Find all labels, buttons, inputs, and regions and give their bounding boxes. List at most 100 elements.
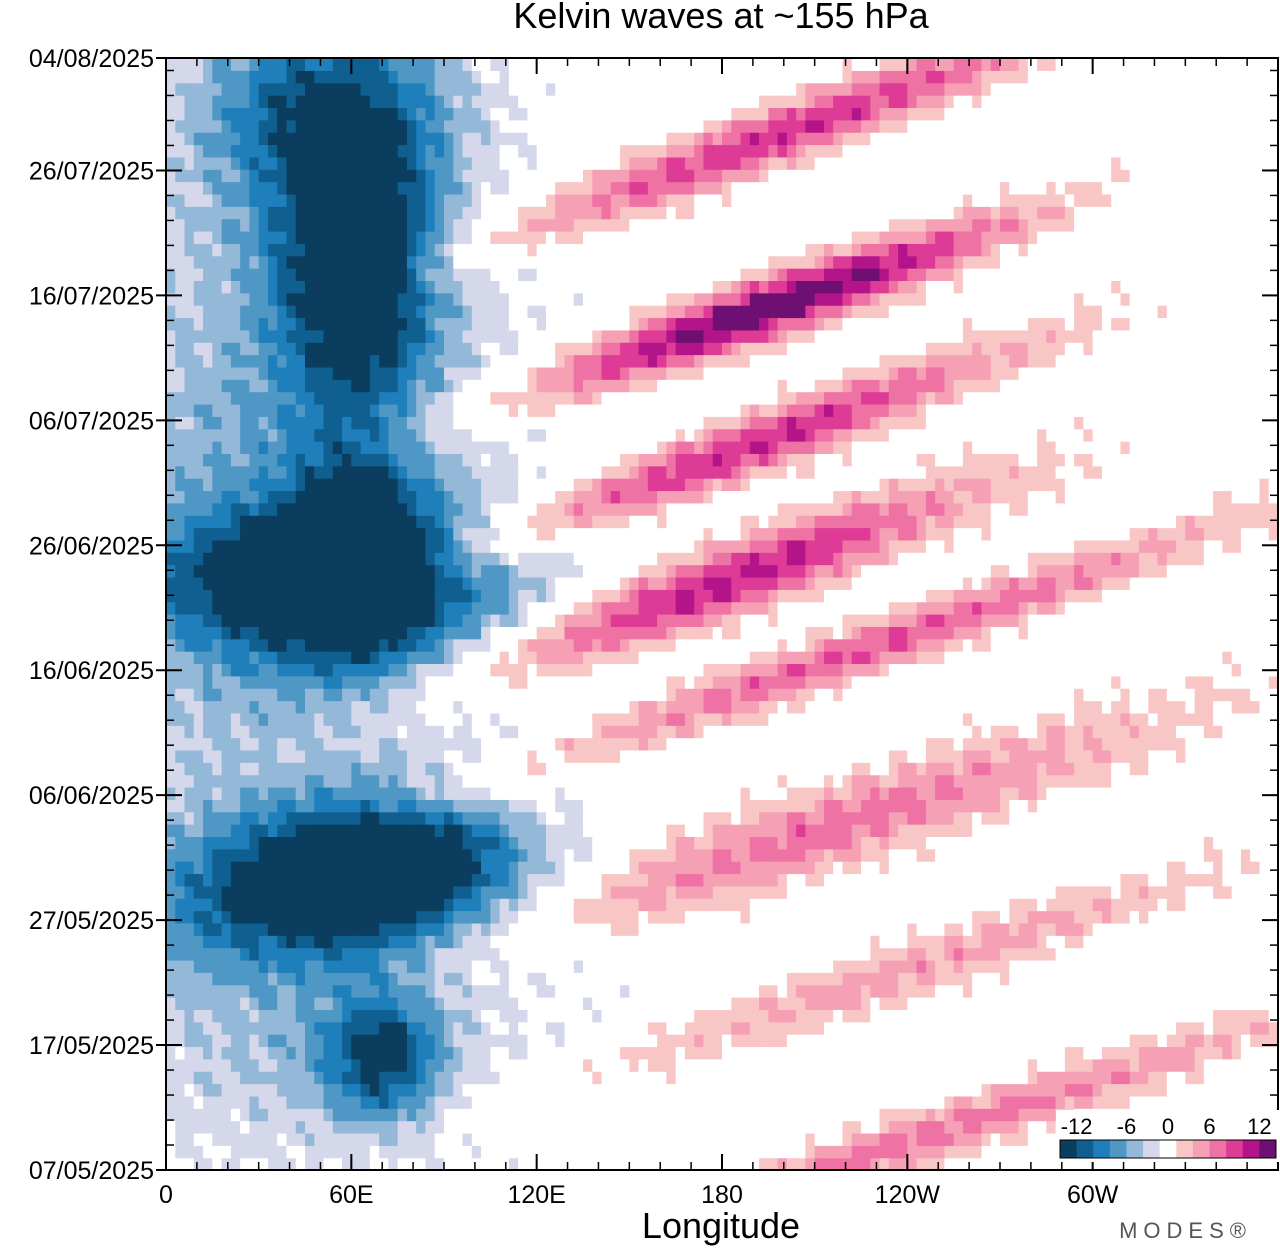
heatmap-cell xyxy=(212,836,223,850)
heatmap-cell xyxy=(453,688,464,702)
heatmap-cell xyxy=(888,725,899,739)
heatmap-cell xyxy=(490,848,501,862)
heatmap-cell xyxy=(620,774,630,788)
heatmap-cell xyxy=(249,935,260,949)
heatmap-cell xyxy=(258,712,269,726)
heatmap-cell xyxy=(749,1058,760,1072)
heatmap-cell xyxy=(796,688,806,702)
heatmap-cell xyxy=(1064,848,1075,862)
heatmap-cell xyxy=(583,1058,593,1072)
heatmap-cell xyxy=(397,1132,408,1146)
heatmap-cell xyxy=(722,762,732,776)
heatmap-cell xyxy=(1185,737,1196,751)
heatmap-cell xyxy=(953,712,964,726)
heatmap-cell xyxy=(184,1058,195,1072)
heatmap-cell xyxy=(397,799,408,813)
heatmap-cell xyxy=(203,712,213,726)
heatmap-cell xyxy=(1240,885,1251,899)
heatmap-cell xyxy=(1083,848,1094,862)
heatmap-cell xyxy=(258,984,269,998)
heatmap-cell xyxy=(1000,774,1010,788)
heatmap-cell xyxy=(851,885,862,899)
heatmap-cell xyxy=(471,824,482,837)
heatmap-cell xyxy=(907,885,918,899)
heatmap-cell xyxy=(212,786,223,800)
heatmap-cell xyxy=(305,1145,315,1159)
heatmap-cell xyxy=(397,972,408,986)
heatmap-cell xyxy=(1240,848,1251,862)
heatmap-cell xyxy=(332,910,343,924)
heatmap-cell xyxy=(749,811,760,825)
heatmap-cell xyxy=(814,1083,825,1097)
heatmap-cell xyxy=(1259,737,1270,751)
heatmap-cell xyxy=(722,1083,732,1097)
heatmap-cell xyxy=(981,1120,992,1134)
heatmap-cell xyxy=(851,1095,862,1109)
heatmap-cell xyxy=(258,675,269,689)
heatmap-cell xyxy=(1259,1021,1270,1035)
heatmap-cell xyxy=(805,922,816,936)
heatmap-cell xyxy=(258,799,269,813)
heatmap-cell xyxy=(759,861,769,875)
heatmap-cell xyxy=(1037,898,1047,912)
heatmap-cell xyxy=(1240,1071,1251,1085)
heatmap-cell xyxy=(601,675,612,689)
heatmap-cell xyxy=(1000,725,1010,739)
heatmap-cell xyxy=(925,799,936,813)
heatmap-cell xyxy=(453,749,464,763)
heatmap-cell xyxy=(861,688,871,702)
heatmap-cell xyxy=(351,885,362,899)
heatmap-cell xyxy=(1222,749,1233,763)
heatmap-cell xyxy=(712,898,723,912)
heatmap-cell xyxy=(397,947,408,961)
heatmap-cell xyxy=(851,910,862,924)
heatmap-cell xyxy=(768,749,779,763)
heatmap-field xyxy=(166,58,1278,1170)
heatmap-cell xyxy=(1074,959,1084,973)
heatmap-cell xyxy=(416,947,427,961)
heatmap-cell xyxy=(508,1071,519,1085)
heatmap-cell xyxy=(360,1009,371,1023)
heatmap-cell xyxy=(249,1108,260,1122)
heatmap-cell xyxy=(879,811,890,825)
heatmap-cell xyxy=(990,786,1001,800)
heatmap-cell xyxy=(583,1145,593,1159)
heatmap-cell xyxy=(1064,1058,1075,1072)
heatmap-cell xyxy=(1259,1157,1270,1170)
heatmap-cell xyxy=(972,1132,983,1146)
heatmap-cell xyxy=(212,725,223,739)
heatmap-cell xyxy=(638,997,649,1010)
heatmap-cell xyxy=(203,1058,213,1072)
heatmap-cell xyxy=(675,786,686,800)
heatmap-cell xyxy=(295,1034,306,1048)
heatmap-cell xyxy=(638,762,649,776)
heatmap-cell xyxy=(953,1071,964,1085)
heatmap-cell xyxy=(1222,861,1233,875)
heatmap-cell xyxy=(1139,737,1149,751)
heatmap-cell xyxy=(1009,762,1020,776)
heatmap-cell xyxy=(694,947,705,961)
heatmap-cell xyxy=(323,749,334,763)
heatmap-cell xyxy=(240,947,250,961)
heatmap-cell xyxy=(814,1021,825,1035)
heatmap-cell xyxy=(295,725,306,739)
heatmap-cell xyxy=(1185,997,1196,1010)
heatmap-cell xyxy=(759,749,769,763)
heatmap-cell xyxy=(962,1021,973,1035)
heatmap-cell xyxy=(944,663,955,677)
heatmap-cell xyxy=(397,959,408,973)
heatmap-cell xyxy=(694,997,705,1010)
heatmap-cell xyxy=(981,836,992,850)
heatmap-cell xyxy=(193,910,204,924)
heatmap-cell xyxy=(777,1021,788,1035)
heatmap-cell xyxy=(749,799,760,813)
heatmap-cell xyxy=(722,688,732,702)
heatmap-cell xyxy=(583,675,593,689)
heatmap-cell xyxy=(379,824,389,837)
heatmap-cell xyxy=(1111,898,1122,912)
heatmap-cell xyxy=(1083,861,1094,875)
heatmap-cell xyxy=(240,910,250,924)
heatmap-cell xyxy=(1037,1157,1047,1170)
heatmap-cell xyxy=(935,984,945,998)
heatmap-cell xyxy=(851,959,862,973)
